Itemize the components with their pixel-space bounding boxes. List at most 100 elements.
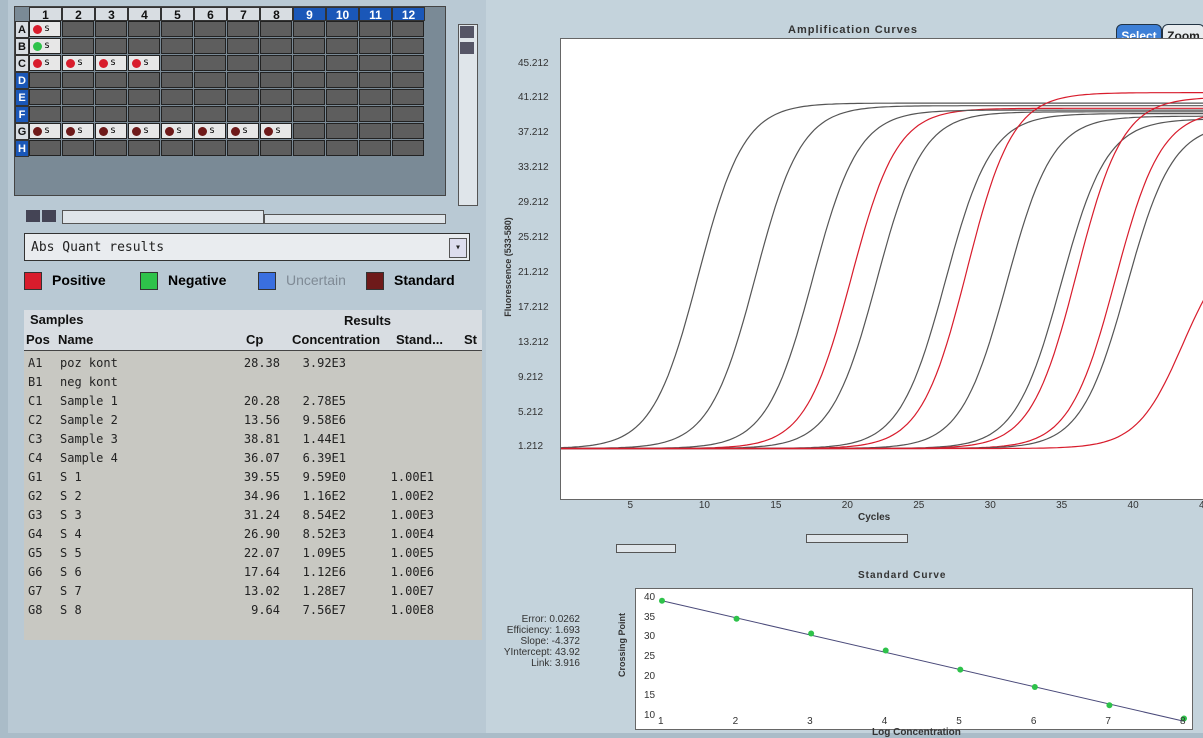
well-E12[interactable] [392, 89, 424, 105]
well-E1[interactable] [29, 89, 61, 105]
well-A5[interactable] [161, 21, 193, 37]
well-D2[interactable] [62, 72, 94, 88]
plate-row-header-A[interactable]: A [15, 21, 29, 38]
well-G9[interactable] [293, 123, 325, 139]
well-G3[interactable]: s [95, 123, 127, 139]
prev-page-icon[interactable] [42, 210, 56, 222]
well-C1[interactable]: s [29, 55, 61, 71]
well-A7[interactable] [227, 21, 259, 37]
well-H6[interactable] [194, 140, 226, 156]
well-E2[interactable] [62, 89, 94, 105]
well-H3[interactable] [95, 140, 127, 156]
well-G6[interactable]: s [194, 123, 226, 139]
well-G10[interactable] [326, 123, 358, 139]
table-row[interactable]: B1 neg kont [24, 373, 482, 391]
plate-col-header-10[interactable]: 10 [326, 7, 359, 22]
plate-col-header-3[interactable]: 3 [95, 7, 128, 22]
well-H4[interactable] [128, 140, 160, 156]
well-A4[interactable] [128, 21, 160, 37]
plate-horizontal-scrollbar[interactable] [62, 210, 264, 224]
well-C6[interactable] [194, 55, 226, 71]
col-pos[interactable]: Pos [26, 332, 50, 347]
plate-col-header-7[interactable]: 7 [227, 7, 260, 22]
well-H2[interactable] [62, 140, 94, 156]
well-D6[interactable] [194, 72, 226, 88]
well-C3[interactable]: s [95, 55, 127, 71]
well-E7[interactable] [227, 89, 259, 105]
plate-col-header-2[interactable]: 2 [62, 7, 95, 22]
well-A11[interactable] [359, 21, 391, 37]
plate-col-header-1[interactable]: 1 [29, 7, 62, 22]
well-D11[interactable] [359, 72, 391, 88]
well-D5[interactable] [161, 72, 193, 88]
well-G8[interactable]: s [260, 123, 292, 139]
table-row[interactable]: C3 Sample 3 38.81 1.44E1 [24, 430, 482, 448]
well-F9[interactable] [293, 106, 325, 122]
col-concentration[interactable]: Concentration [292, 332, 381, 347]
standard-point[interactable] [957, 666, 964, 673]
well-G5[interactable]: s [161, 123, 193, 139]
plate-row-header-E[interactable]: E [15, 89, 29, 106]
well-F6[interactable] [194, 106, 226, 122]
chart-splitter-handle-2[interactable] [806, 534, 908, 543]
well-C5[interactable] [161, 55, 193, 71]
table-row[interactable]: C4 Sample 4 36.07 6.39E1 [24, 449, 482, 467]
well-G4[interactable]: s [128, 123, 160, 139]
well-F3[interactable] [95, 106, 127, 122]
well-F11[interactable] [359, 106, 391, 122]
well-F4[interactable] [128, 106, 160, 122]
well-B10[interactable] [326, 38, 358, 54]
standard-point[interactable] [1031, 684, 1038, 691]
well-C8[interactable] [260, 55, 292, 71]
well-B1[interactable]: s [29, 38, 61, 54]
well-B8[interactable] [260, 38, 292, 54]
plate-col-header-12[interactable]: 12 [392, 7, 425, 22]
well-B4[interactable] [128, 38, 160, 54]
scroll-down-icon[interactable] [460, 42, 474, 54]
well-F12[interactable] [392, 106, 424, 122]
well-B7[interactable] [227, 38, 259, 54]
well-D7[interactable] [227, 72, 259, 88]
well-H8[interactable] [260, 140, 292, 156]
table-row[interactable]: G6 S 6 17.64 1.12E6 1.00E6 [24, 563, 482, 581]
standard-point[interactable] [733, 615, 740, 622]
well-B11[interactable] [359, 38, 391, 54]
plate-zoom-slider[interactable] [264, 214, 446, 224]
plate-col-header-5[interactable]: 5 [161, 7, 194, 22]
well-H5[interactable] [161, 140, 193, 156]
table-row[interactable]: G2 S 2 34.96 1.16E2 1.00E2 [24, 487, 482, 505]
well-D3[interactable] [95, 72, 127, 88]
table-row[interactable]: G4 S 4 26.90 8.52E3 1.00E4 [24, 525, 482, 543]
well-B6[interactable] [194, 38, 226, 54]
well-G11[interactable] [359, 123, 391, 139]
standard-curve-plot[interactable] [635, 588, 1193, 730]
well-C12[interactable] [392, 55, 424, 71]
well-A10[interactable] [326, 21, 358, 37]
plate-vertical-scrollbar[interactable] [458, 24, 478, 206]
well-G1[interactable]: s [29, 123, 61, 139]
well-B9[interactable] [293, 38, 325, 54]
col-st[interactable]: St [464, 332, 477, 347]
well-E9[interactable] [293, 89, 325, 105]
well-A9[interactable] [293, 21, 325, 37]
well-F1[interactable] [29, 106, 61, 122]
well-E10[interactable] [326, 89, 358, 105]
col-name[interactable]: Name [58, 332, 94, 347]
well-G2[interactable]: s [62, 123, 94, 139]
table-row[interactable]: C2 Sample 2 13.56 9.58E6 [24, 411, 482, 429]
well-H7[interactable] [227, 140, 259, 156]
plate-row-header-D[interactable]: D [15, 72, 29, 89]
table-row[interactable]: C1 Sample 1 20.28 2.78E5 [24, 392, 482, 410]
well-C2[interactable]: s [62, 55, 94, 71]
well-F10[interactable] [326, 106, 358, 122]
well-B2[interactable] [62, 38, 94, 54]
well-D8[interactable] [260, 72, 292, 88]
standard-point[interactable] [1181, 715, 1187, 722]
well-A3[interactable] [95, 21, 127, 37]
plate-row-header-B[interactable]: B [15, 38, 29, 55]
plate-row-header-H[interactable]: H [15, 140, 29, 157]
standard-point[interactable] [659, 597, 665, 604]
table-row[interactable]: G3 S 3 31.24 8.54E2 1.00E3 [24, 506, 482, 524]
first-page-icon[interactable] [26, 210, 40, 222]
